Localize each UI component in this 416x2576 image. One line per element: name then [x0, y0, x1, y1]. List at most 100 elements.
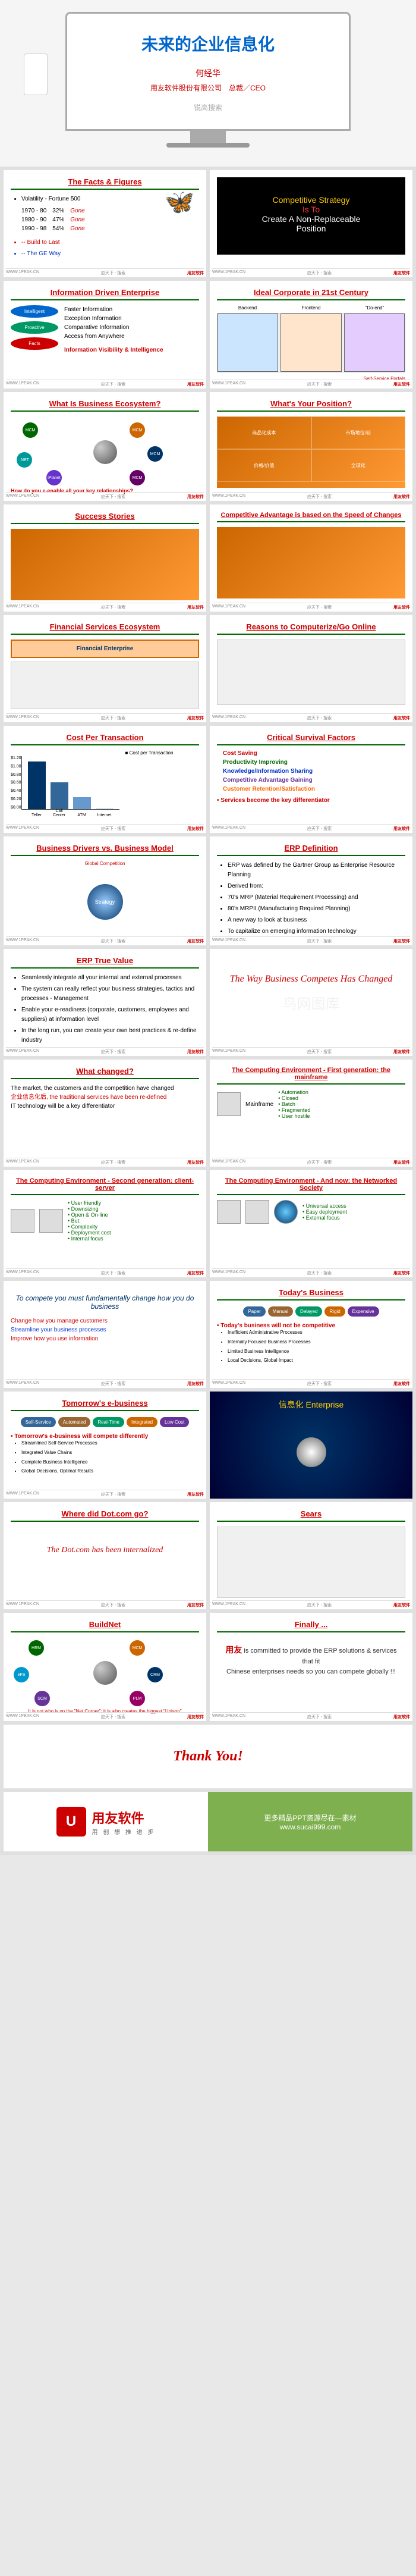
brand-right: 更多精品PPT资源尽在—素材 www.sucai999.com	[208, 1792, 412, 1851]
pill: Real-Time	[93, 1417, 124, 1427]
sphere-diagram: MCM .NET iPlanet MCM MCM MCM	[11, 416, 199, 488]
hero-section: 未来的企业信息化 何经华 用友软件股份有限公司 总裁／CEO 锐高搜索	[0, 0, 416, 167]
slide-buildnet: BuildNet HRM eFS SCM MCM CRM PLM It is n…	[4, 1613, 206, 1721]
list-item: ERP was defined by the Gartner Group as …	[228, 861, 405, 880]
oval: Intelligent	[11, 305, 58, 318]
slide-erp-def: ERP Definition ERP was defined by the Ga…	[210, 836, 412, 945]
monitor-frame: 未来的企业信息化 何经华 用友软件股份有限公司 总裁／CEO 锐高搜索	[65, 12, 351, 131]
y-axis: $1.20$1.00$0.80$0.60$0.40$0.20$0.00	[11, 756, 21, 810]
slide-env-cs: The Computing Environment - Second gener…	[4, 1170, 206, 1277]
slide-competitive-strategy: Competitive Strategy Is To Create A Non-…	[210, 170, 412, 277]
pc-icon	[245, 1200, 269, 1224]
eco-diagram	[11, 662, 199, 709]
slide-what-changed: What changed? The market, the customers …	[4, 1060, 206, 1167]
pill: Manual	[268, 1306, 293, 1317]
list-item: Streamlined Self-Service Processes	[21, 1440, 199, 1447]
bar-chart: TellerCall CenterATMInternet	[21, 756, 119, 810]
monitor-base	[166, 143, 250, 148]
list-item: 80's MRPII (Manufacturing Required Plann…	[228, 904, 405, 914]
pill: Low Cost	[160, 1417, 189, 1427]
env-list: AutomationClosedBatchFragmentedUser host…	[278, 1089, 310, 1119]
brand-footer: U 用友软件 用 创 想 推 进 步 更多精品PPT资源尽在—素材 www.su…	[4, 1792, 412, 1851]
list-item: Enable your e-readiness (corporate, cust…	[21, 1005, 199, 1024]
list-item: Productivity Improving	[223, 759, 405, 766]
center-sphere	[93, 440, 117, 464]
list-item: Easy deployment	[302, 1209, 347, 1215]
network-diagram	[217, 1417, 405, 1488]
slide-success: Success Stories WWW.1PEAK.CN应天下 - 搜索用友软件	[4, 504, 206, 612]
bullet: -- Build to Last	[21, 238, 199, 247]
line: Position	[223, 224, 399, 233]
list-item: Global Decisions, Optimal Results	[21, 1468, 199, 1475]
list-item: Customer Retention/Satisfaction	[223, 786, 405, 792]
list-item: External focus	[302, 1215, 347, 1221]
oval: Facts	[11, 337, 58, 350]
pill: Expensive	[348, 1306, 379, 1317]
promo-text: 更多精品PPT资源尽在—素材	[264, 1813, 356, 1823]
slide-way-changed: The Way Business Competes Has Changed 鸟网…	[210, 949, 412, 1056]
final-text: 用友 is committed to provide the ERP solut…	[217, 1637, 405, 1684]
circle-diagram: Strategy	[11, 866, 199, 932]
watermark: 鸟网图库	[283, 992, 340, 1013]
company-name: 用友软件股份有限公司 总裁／CEO	[79, 83, 337, 93]
main-title: 未来的企业信息化	[79, 32, 337, 55]
pill-row: PaperManualDelayedRigidExpensive	[217, 1306, 405, 1317]
slide-financial-eco: Financial Services Ecosystem Financial E…	[4, 615, 206, 722]
list-item: Downsizing	[68, 1206, 111, 1212]
factor-list: Cost SavingProductivity ImprovingKnowled…	[217, 750, 405, 792]
vase-decoration	[18, 24, 53, 95]
pill: Self-Service	[21, 1417, 56, 1427]
monitor-stand	[190, 131, 226, 143]
mainframe-icon	[217, 1092, 241, 1116]
slide-info-driven: Information Driven Enterprise Intelligen…	[4, 281, 206, 388]
author-name: 何经华	[79, 67, 337, 79]
line: Competitive Strategy	[223, 195, 399, 205]
list-item: Cost Saving	[223, 750, 405, 757]
table-row: 1990 - 98 54% Gone	[21, 224, 199, 233]
list-item: User friendly	[68, 1200, 111, 1206]
slide-footer: WWW.1PEAK.CN应天下 - 搜索用友软件	[6, 268, 204, 276]
bullet-list: Seamlessly integrate all your internal a…	[11, 973, 199, 1045]
chart-area	[217, 527, 405, 598]
list-item: Inefficient Administrative Processes	[228, 1329, 405, 1337]
thank-you-slide: Thank You!	[4, 1725, 412, 1788]
reasons-diagram	[217, 640, 405, 705]
mainframe-icon	[11, 1209, 34, 1233]
slide-tomorrow-biz: Tomorrow's e-business Self-ServiceAutoma…	[4, 1392, 206, 1499]
env-list: Universal accessEasy deploymentExternal …	[302, 1203, 347, 1221]
slide-ecosystem: What Is Business Ecosystem? MCM .NET iPl…	[4, 392, 206, 501]
list-item: The system can really reflect your busin…	[21, 985, 199, 1004]
pill: Automated	[58, 1417, 91, 1427]
slide-speed-changes: Competitive Advantage is based on the Sp…	[210, 504, 412, 612]
promo-url: www.sucai999.com	[280, 1823, 341, 1831]
list-item: Complexity	[68, 1224, 111, 1230]
slide-today-biz: Today's Business PaperManualDelayedRigid…	[210, 1281, 412, 1388]
bullet-list: ERP was defined by the Gartner Group as …	[217, 861, 405, 936]
oval-stack: Intelligent Proactive Facts	[11, 305, 58, 355]
list-item: Competitive Advantage Gaining	[223, 777, 405, 784]
slide-ideal-corporate: Ideal Corporate in 21st Century Backend …	[210, 281, 412, 388]
list-item: But:	[68, 1218, 111, 1224]
bar: Internet	[96, 808, 114, 809]
list-item: Internal focus	[68, 1236, 111, 1242]
slide-env-net: The Computing Environment - And now: the…	[210, 1170, 412, 1277]
bar: Call Center	[51, 782, 68, 809]
slide-info-enterprise: 信息化 Enterprise	[210, 1392, 412, 1499]
sphere-diagram: HRM eFS SCM MCM CRM PLM	[11, 1637, 199, 1709]
slide-compete: To compete you must fundamentally change…	[4, 1281, 206, 1388]
bullet: -- The GE Way	[21, 249, 199, 259]
quadrant-chart: 商品化成本 市场地位/较 价格/价值 全球化	[217, 416, 405, 488]
list-item: User hostile	[278, 1113, 310, 1119]
bullet-list: Inefficient Administrative ProcessesInte…	[217, 1329, 405, 1365]
list-item: Integrated Value Chains	[21, 1449, 199, 1457]
table-row: 1980 - 90 47% Gone	[21, 215, 199, 224]
brand-left: U 用友软件 用 创 想 推 进 步	[4, 1792, 208, 1851]
slide-drivers-model: Business Drivers vs. Business Model Glob…	[4, 836, 206, 945]
oval: Proactive	[11, 321, 58, 334]
list-item: In the long run, you can create your own…	[21, 1026, 199, 1045]
brand-logo-icon: U	[56, 1807, 86, 1837]
text-block: The market, the customers and the compet…	[11, 1084, 199, 1111]
text-lines: Faster Information Exception Information…	[64, 305, 163, 355]
slides-grid: The Facts & Figures 🦋 Volatility - Fortu…	[0, 167, 416, 1855]
list-item: 70's MRP (Material Requirement Processin…	[228, 893, 405, 902]
